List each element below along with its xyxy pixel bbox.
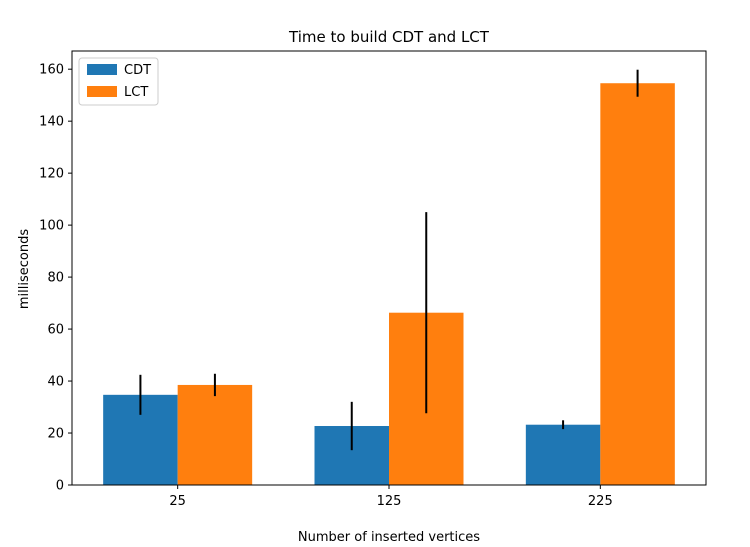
legend-swatch-lct: [87, 86, 117, 97]
legend: CDT LCT: [78, 57, 159, 106]
y-axis-label: milliseconds: [17, 229, 32, 309]
bar-cdt-225: [525, 424, 601, 485]
plot-area: 0 20 40 60 80 100 120 140 160 25 125 225: [39, 50, 707, 509]
x-tick-label: 225: [588, 494, 613, 509]
x-tick-label: 25: [169, 494, 186, 509]
legend-label-cdt: CDT: [124, 63, 151, 78]
bar-lct-225: [600, 83, 675, 485]
legend-swatch-cdt: [87, 64, 117, 75]
y-tick-label: 160: [39, 63, 64, 78]
x-tick-label: 125: [377, 494, 402, 509]
y-tick-label: 40: [47, 375, 64, 390]
x-axis-label: Number of inserted vertices: [298, 530, 480, 545]
y-tick-label: 140: [39, 115, 64, 130]
y-tick-label: 80: [47, 271, 64, 286]
y-tick-label: 20: [47, 427, 64, 442]
y-tick-label: 100: [39, 219, 64, 234]
legend-label-lct: LCT: [124, 85, 148, 100]
bar-lct-25: [177, 384, 253, 485]
y-tick-label: 120: [39, 167, 64, 182]
chart-title: Time to build CDT and LCT: [288, 28, 490, 46]
y-tick-label: 0: [56, 479, 64, 494]
y-tick-label: 60: [47, 323, 64, 338]
